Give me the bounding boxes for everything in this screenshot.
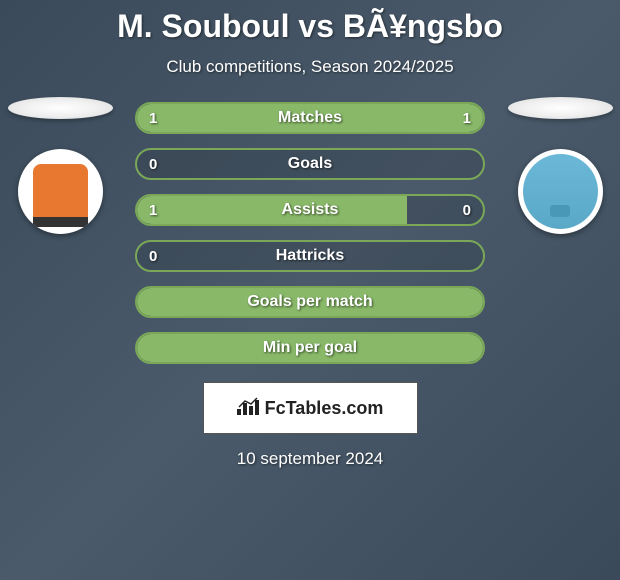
left-club-logo [18,149,103,234]
stat-value-left: 1 [149,110,157,127]
stat-bar-hattricks: 0 Hattricks [135,240,485,272]
stat-bar-matches: 1 1 Matches [135,102,485,134]
stat-label: Hattricks [276,247,344,265]
chart-icon [237,397,259,420]
right-player-badges [505,97,615,234]
stat-label: Goals per match [247,293,372,311]
right-club-logo [518,149,603,234]
stat-bar-goals-per-match: Goals per match [135,286,485,318]
left-player-badges [5,97,115,234]
stat-value-left: 0 [149,248,157,265]
stat-value-right: 1 [463,110,471,127]
stat-label: Goals [288,155,332,173]
stat-value-left: 1 [149,202,157,219]
left-club-logo-inner [33,164,88,219]
stat-label: Min per goal [263,339,357,357]
stat-bar-min-per-goal: Min per goal [135,332,485,364]
right-oval-badge [508,97,613,119]
left-oval-badge [8,97,113,119]
content-area: 1 1 Matches 0 Goals 1 0 Assists 0 Hattricks Goals … [0,102,620,469]
stat-value-left: 0 [149,156,157,173]
stat-label: Assists [282,201,339,219]
date-text: 10 september 2024 [0,449,620,469]
stat-bar-goals: 0 Goals [135,148,485,180]
branding-box[interactable]: FcTables.com [203,382,418,434]
comparison-subtitle: Club competitions, Season 2024/2025 [0,57,620,77]
stats-container: 1 1 Matches 0 Goals 1 0 Assists 0 Hattricks Goals … [135,102,485,364]
stat-bar-assists: 1 0 Assists [135,194,485,226]
right-club-logo-inner [523,154,598,229]
stat-value-right: 0 [463,202,471,219]
stat-label: Matches [278,109,342,127]
stat-fill-left [137,196,407,224]
branding-text: FcTables.com [265,398,384,419]
comparison-title: M. Souboul vs BÃ¥ngsbo [0,0,620,45]
